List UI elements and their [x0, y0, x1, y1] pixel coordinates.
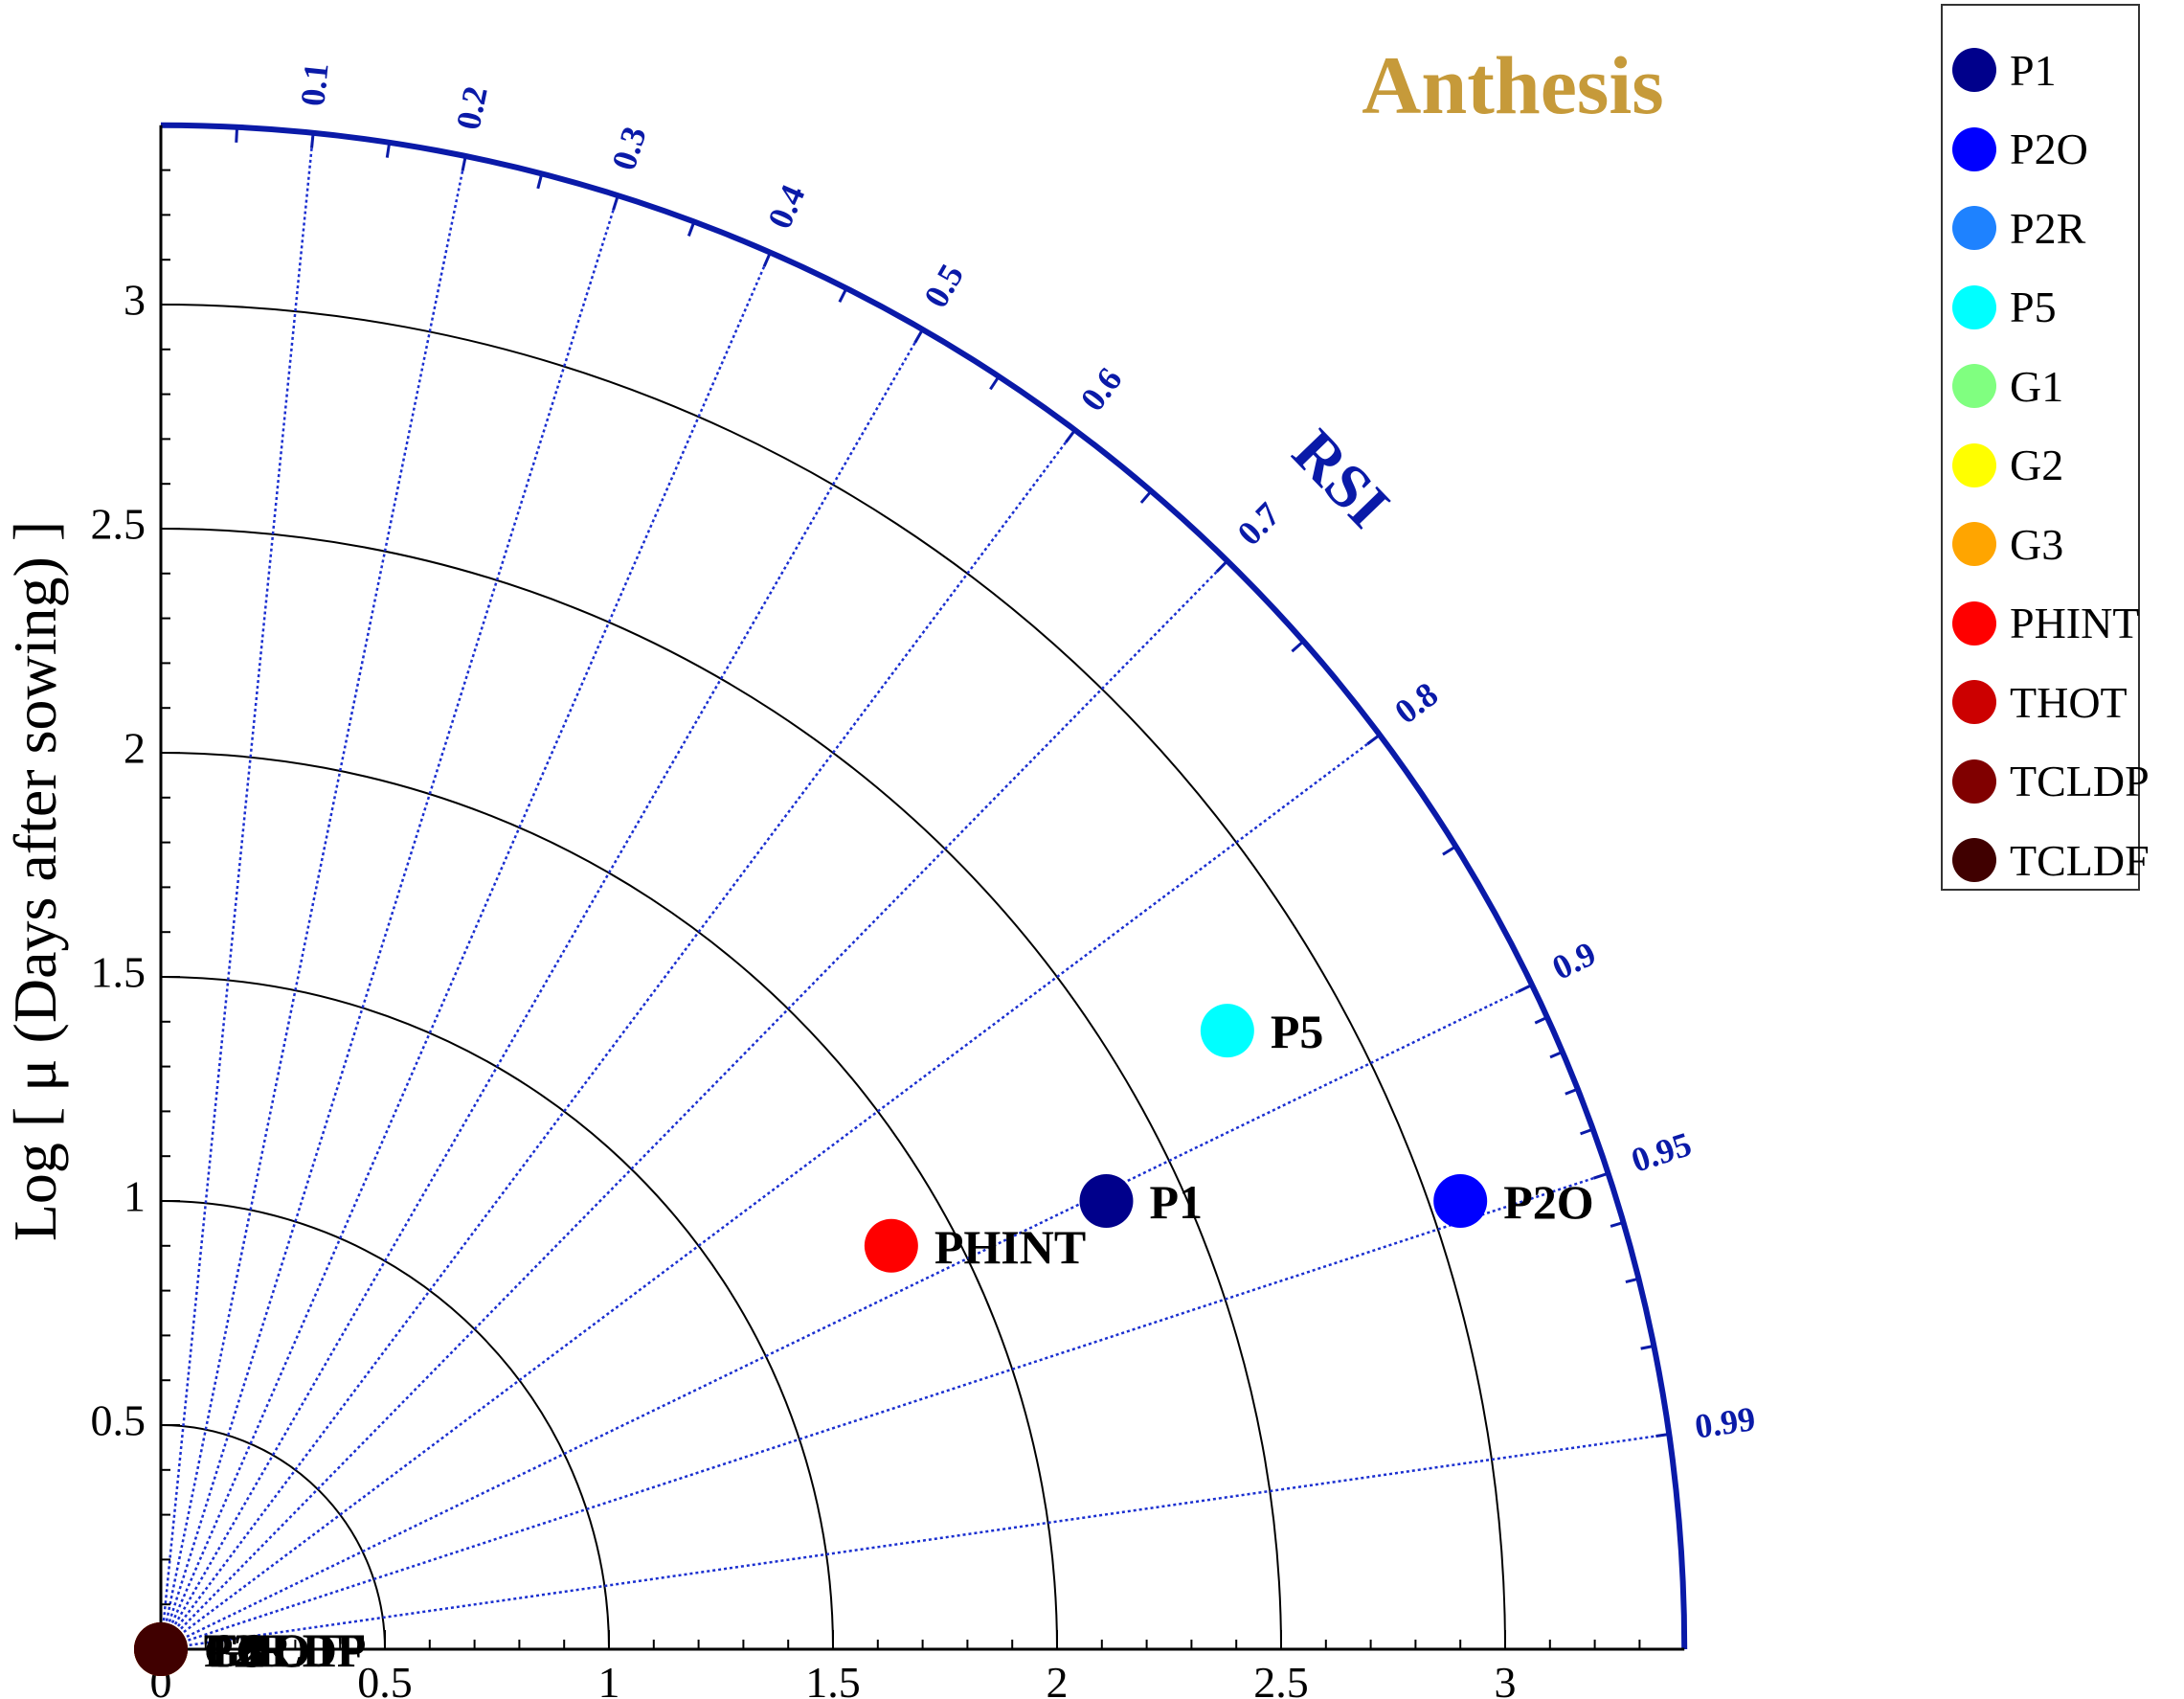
radial-grid-arc [160, 752, 1058, 1650]
radial-grid-arc [160, 528, 1282, 1650]
legend-item-g3: G3 [1943, 505, 2138, 584]
data-point-p1 [1079, 1174, 1134, 1228]
data-label-g1: G1 [204, 1623, 265, 1677]
axes-layer: 0.1 0.20.30.40.50.60.70.80.90.950.9900.50… [91, 61, 1758, 1699]
radial-grid-arc [160, 976, 834, 1650]
x-tick-label: 2.5 [1253, 1658, 1309, 1699]
correlation-spoke [159, 194, 619, 1650]
legend-item-g1: G1 [1943, 347, 2138, 426]
x-tick-label: 0.5 [357, 1658, 413, 1699]
radial-grid-arc [160, 1424, 386, 1650]
legend-label: G2 [2010, 441, 2064, 490]
data-label-thot: THOT [204, 1623, 342, 1677]
x-tick-label: 2 [1047, 1658, 1069, 1699]
legend-swatch [1952, 442, 1996, 487]
legend-swatch [1952, 838, 1996, 883]
data-point-phint [864, 1218, 918, 1273]
y-tick-label: 2.5 [91, 500, 146, 549]
data-point-tcldf [134, 1622, 188, 1676]
legend-item-tcldp: TCLDP [1943, 742, 2150, 822]
data-label-p2o: P2O [1503, 1175, 1593, 1229]
angular-tick-label: 0.4 [760, 179, 813, 234]
data-label-tcldp: TCLDP [204, 1623, 366, 1677]
outer-arc [160, 122, 1688, 1650]
y-tick-label: 1.5 [91, 948, 146, 997]
legend-label: TCLDP [2010, 757, 2150, 806]
data-label-tcldf: TCLDF [204, 1623, 366, 1677]
correlation-spoke [160, 984, 1533, 1651]
data-point-p2o [1433, 1174, 1488, 1228]
legend-swatch [1952, 600, 1996, 646]
legend: P1 P2O P2R P5 G1 G2 G3 PHINT THOT TCLDP TCLDF [1941, 4, 2150, 891]
legend-item-g2: G2 [1943, 426, 2138, 506]
x-tick-label: 1.5 [805, 1658, 861, 1699]
legend-item-tcldf: TCLDF [1943, 821, 2150, 900]
rsi-axis-label: RSI [1279, 417, 1403, 541]
correlation-spoke [159, 132, 315, 1650]
legend-label: P5 [2010, 283, 2057, 332]
legend-swatch [1952, 48, 1996, 93]
data-label-p2r: P2R [204, 1623, 293, 1677]
correlation-spoke [159, 328, 924, 1650]
angular-tick-label: 0.6 [1073, 360, 1130, 418]
data-point-p5 [1200, 1004, 1254, 1058]
legend-item-phint: PHINT [1943, 584, 2140, 664]
correlation-spoke [159, 155, 467, 1650]
angular-tick-label: 0.8 [1387, 674, 1445, 731]
legend-swatch [1952, 522, 1996, 567]
angular-tick-label: 0.95 [1627, 1124, 1696, 1180]
legend-item-p2o: P2O [1943, 110, 2138, 190]
data-label-p1: P1 [1149, 1175, 1203, 1229]
legend-swatch [1952, 759, 1996, 804]
angular-tick-label: 0.2 [449, 83, 495, 133]
angular-tick-label: 0.1 [293, 61, 335, 108]
legend-label: PHINT [2010, 599, 2140, 648]
data-label-g2: G2 [204, 1623, 265, 1677]
legend-swatch [1952, 126, 1996, 171]
correlation-spoke [159, 429, 1076, 1650]
legend-label: P1 [2010, 45, 2057, 95]
legend-swatch [1952, 364, 1996, 409]
correlation-spoke [160, 1433, 1670, 1651]
correlation-spoke [159, 252, 772, 1650]
legend-item-p5: P5 [1943, 268, 2138, 348]
correlation-spoke [160, 559, 1228, 1650]
legend-swatch [1952, 284, 1996, 329]
legend-label: THOT [2010, 677, 2128, 727]
angular-tick-label: 0.5 [916, 258, 971, 314]
y-tick-label: 3 [124, 276, 146, 325]
legend-label: P2O [2010, 125, 2088, 174]
data-label-p5: P5 [1271, 1005, 1324, 1058]
y-axis-label: Log [ μ (Days after sowing) ] [1, 521, 69, 1241]
angular-tick-label: 0.99 [1693, 1399, 1758, 1445]
y-tick-label: 2 [124, 724, 146, 773]
y-tick-label: 1 [124, 1172, 146, 1221]
legend-label: G3 [2010, 519, 2064, 569]
correlation-spoke [160, 734, 1381, 1650]
angular-tick-label: 0.3 [604, 122, 654, 174]
angular-tick-label: 0.9 [1546, 934, 1602, 987]
chart-title: Anthesis [1362, 39, 1663, 131]
y-tick-label: 0.5 [91, 1396, 146, 1445]
legend-label: G1 [2010, 361, 2064, 411]
legend-swatch [1952, 206, 1996, 251]
legend-item-p2r: P2R [1943, 189, 2138, 268]
data-label-phint: PHINT [934, 1220, 1086, 1274]
x-tick-label: 1 [598, 1658, 620, 1699]
data-label-g3: G3 [204, 1623, 265, 1677]
grid-layer [159, 132, 1670, 1651]
legend-item-thot: THOT [1943, 663, 2138, 742]
radial-grid-arc [160, 304, 1506, 1650]
legend-label: P2R [2010, 203, 2086, 253]
correlation-spoke [160, 1171, 1610, 1651]
legend-swatch [1952, 680, 1996, 725]
legend-item-p1: P1 [1943, 31, 2138, 110]
radial-grid-arc [160, 1200, 610, 1650]
x-tick-label: 3 [1495, 1658, 1517, 1699]
legend-label: TCLDF [2010, 835, 2150, 885]
angular-tick-label: 0.7 [1229, 495, 1287, 553]
